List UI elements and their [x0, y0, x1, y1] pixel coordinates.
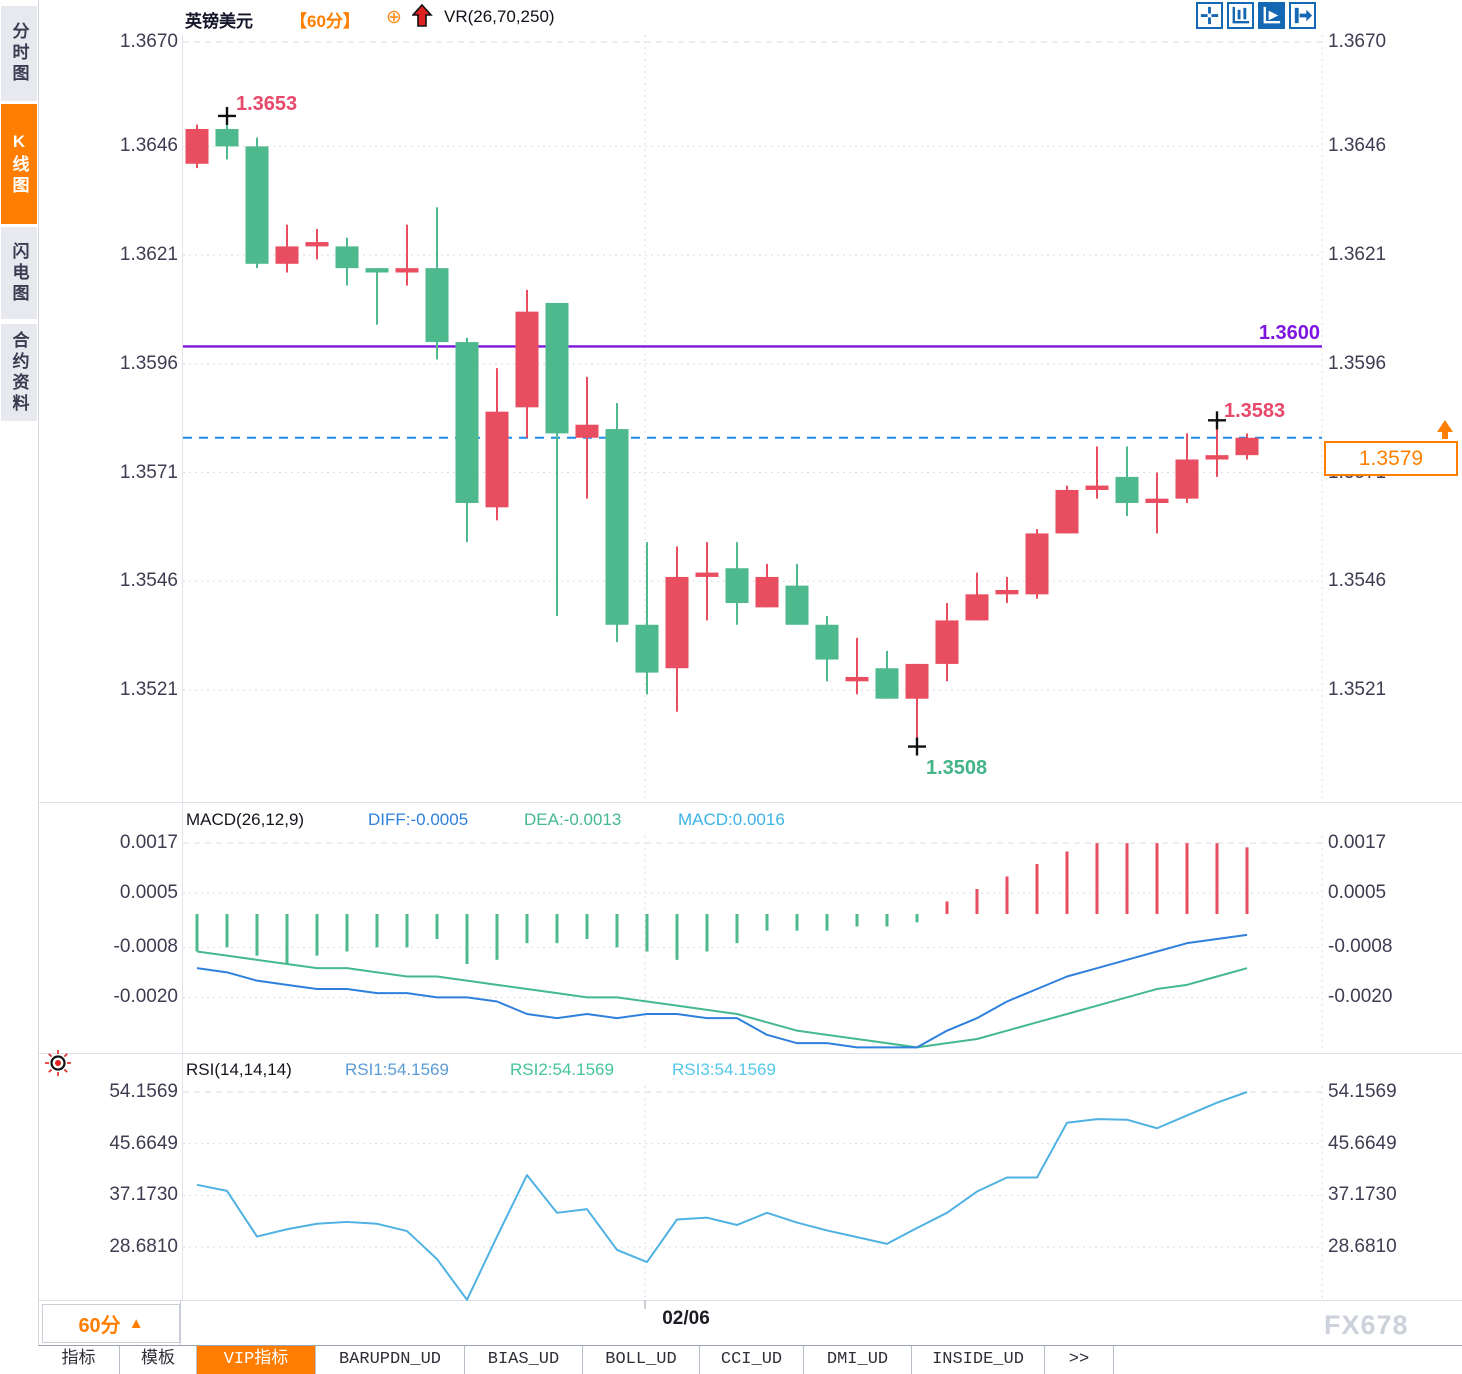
macd-axis-right-tick: 0.0005: [1328, 882, 1387, 904]
tab-6[interactable]: BOLL_UD: [583, 1346, 700, 1374]
price-axis-right-tick: 1.3546: [1328, 570, 1387, 592]
rsi-axis-left-tick: 37.1730: [109, 1184, 178, 1206]
macd-title: MACD(26,12,9): [186, 810, 305, 829]
macd-dea-value: DEA:-0.0013: [524, 810, 622, 829]
tab-8[interactable]: DMI_UD: [804, 1346, 912, 1374]
price-axis-left-tick: 1.3571: [119, 461, 178, 483]
sidebar-item-2[interactable]: K线图: [1, 104, 37, 224]
rsi-axis-left-tick: 45.6649: [109, 1132, 178, 1154]
tab-7[interactable]: CCI_UD: [700, 1346, 804, 1374]
up-arrow-icon: [412, 3, 433, 27]
tab-2[interactable]: 模板: [120, 1346, 197, 1374]
rsi-axis-right-tick: 45.6649: [1328, 1132, 1397, 1154]
price-axis-left-tick: 1.3546: [119, 570, 178, 592]
price-axis-left-tick: 1.3670: [119, 31, 178, 52]
crosshair-icon[interactable]: [1196, 2, 1223, 29]
instrument-title: 英镑美元: [185, 12, 253, 31]
price-axis-right-tick: 1.3670: [1328, 31, 1387, 52]
recent-high-annotation: 1.3583: [1224, 400, 1286, 422]
rsi-title: RSI(14,14,14): [186, 1060, 292, 1079]
macd-axis-right-tick: 0.0017: [1328, 832, 1387, 854]
price-axis-right-tick: 1.3596: [1328, 352, 1387, 374]
price-axis-right-tick: 1.3646: [1328, 135, 1387, 157]
rsi-axis-left-tick: 54.1569: [109, 1081, 178, 1102]
chart-play-icon[interactable]: [1258, 2, 1285, 29]
sidebar-item-3[interactable]: 闪电图: [1, 227, 37, 319]
rsi-axis-right-tick: 54.1569: [1328, 1081, 1397, 1102]
price-axis-right-tick: 1.3521: [1328, 679, 1387, 700]
rsi3-value: RSI3:54.1569: [672, 1060, 776, 1079]
indicator-tab-bar: 指标 模板 VIP指标 BARUPDN_UD BIAS_UD BOLL_UD CCI_UD D…: [38, 1345, 1462, 1374]
price-axis-left-tick: 1.3596: [119, 352, 178, 374]
tab-4[interactable]: BARUPDN_UD: [316, 1346, 465, 1374]
macd-axis-left-tick: 0.0017: [119, 832, 178, 854]
tab-5[interactable]: BIAS_UD: [465, 1346, 583, 1374]
macd-hist-value: MACD:0.0016: [678, 810, 785, 829]
period-selector-label: 60分: [78, 1315, 121, 1337]
rsi-axis-right-tick: 37.1730: [1328, 1184, 1397, 1206]
rsi2-value: RSI2:54.1569: [510, 1060, 614, 1079]
tab-10[interactable]: >>: [1045, 1346, 1114, 1374]
tab-3[interactable]: VIP指标: [197, 1346, 316, 1374]
rsi-axis-left-tick: 28.6810: [109, 1236, 178, 1257]
period-badge: 【60分】: [290, 12, 360, 31]
sidebar-item-4[interactable]: 合约资料: [1, 324, 37, 421]
sidebar-item-1[interactable]: 分时图: [1, 6, 37, 101]
low-price-annotation: 1.3508: [926, 757, 988, 779]
rsi1-value: RSI1:54.1569: [345, 1060, 449, 1079]
macd-axis-left-tick: -0.0020: [113, 986, 178, 1008]
price-axis-left-tick: 1.3621: [119, 244, 178, 266]
macd-axis-left-tick: 0.0005: [119, 882, 178, 904]
watermark: FX678: [1324, 1310, 1409, 1340]
macd-axis-right-tick: -0.0008: [1328, 936, 1393, 958]
period-triangle-icon: ▲: [128, 1315, 144, 1332]
axis-scale-icon[interactable]: [1227, 2, 1254, 29]
exit-arrow-icon[interactable]: [1289, 2, 1316, 29]
purple-level-label: 1.3600: [1258, 322, 1320, 344]
period-selector[interactable]: 60分 ▲: [42, 1304, 180, 1343]
x-axis-date: 02/06: [662, 1308, 710, 1329]
high-price-annotation: 1.3653: [236, 93, 298, 115]
price-axis-right-tick: 1.3621: [1328, 244, 1387, 266]
macd-axis-right-tick: -0.0020: [1328, 986, 1393, 1008]
sun-indicator-icon: [45, 1050, 71, 1076]
price-up-arrow-icon: [1437, 420, 1453, 439]
macd-diff-value: DIFF:-0.0005: [368, 810, 469, 829]
add-indicator-icon[interactable]: ⊕: [386, 7, 402, 28]
price-axis-left-tick: 1.3521: [119, 679, 178, 700]
price-axis-left-tick: 1.3646: [119, 135, 178, 157]
tab-9[interactable]: INSIDE_UD: [912, 1346, 1045, 1374]
macd-axis-left-tick: -0.0008: [113, 936, 178, 958]
tab-1[interactable]: 指标: [38, 1346, 120, 1374]
last-price-box: 1.3579: [1324, 441, 1458, 476]
left-sidebar: 分时图 K线图 闪电图合约资料: [0, 0, 38, 1374]
rsi-axis-right-tick: 28.6810: [1328, 1236, 1397, 1257]
indicator-title: VR(26,70,250): [444, 7, 555, 26]
